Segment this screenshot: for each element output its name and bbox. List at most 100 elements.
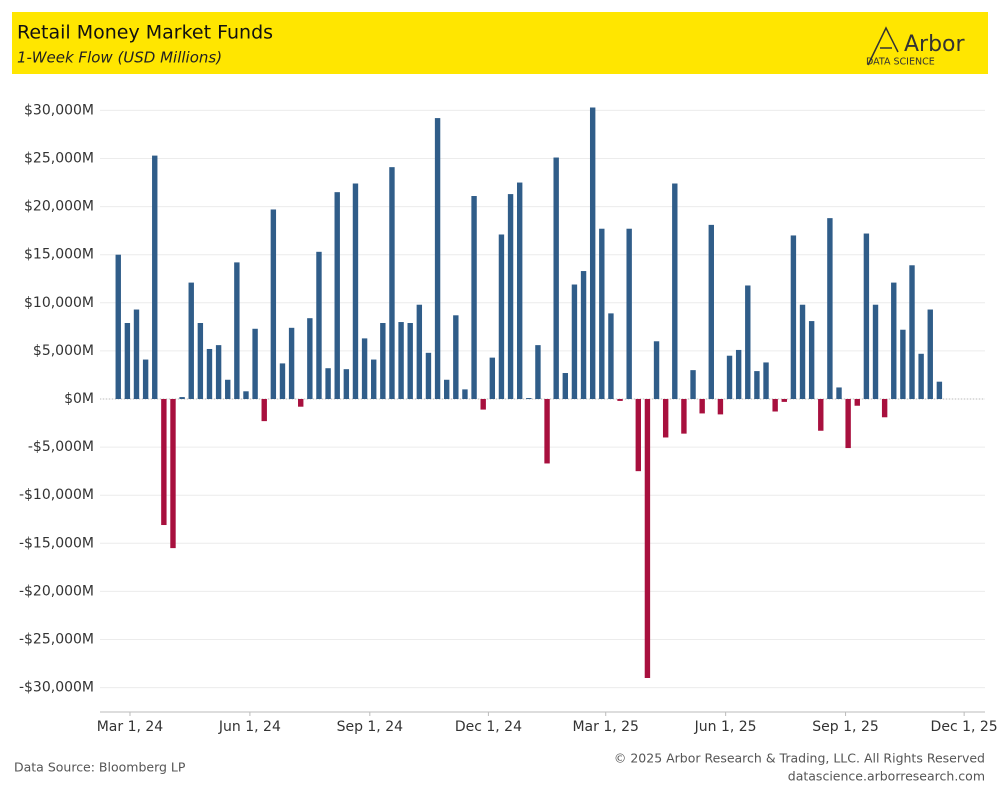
bar	[781, 399, 787, 402]
bar	[918, 353, 924, 399]
x-tick-label: Mar 1, 24	[97, 719, 164, 735]
chart-subtitle: 1-Week Flow (USD Millions)	[17, 49, 222, 67]
bar	[909, 265, 915, 399]
bar	[818, 399, 824, 431]
bar	[717, 399, 724, 415]
bar	[580, 271, 587, 399]
header-band	[12, 12, 988, 74]
bar	[380, 323, 386, 399]
y-tick-label: -$25,000M	[19, 632, 94, 648]
bar	[215, 345, 222, 399]
bar	[927, 309, 933, 399]
source: Data Source: Bloomberg LP	[14, 760, 186, 775]
bar	[690, 370, 696, 399]
bar	[617, 399, 623, 401]
bar	[599, 228, 605, 399]
bar	[170, 399, 176, 549]
bar	[197, 323, 204, 399]
bar	[507, 194, 514, 399]
bar	[261, 399, 267, 422]
bar	[708, 224, 714, 399]
y-tick-label: $0M	[64, 391, 94, 407]
website: datascience.arborresearch.com	[788, 769, 985, 784]
logo-subtitle: DATA SCIENCE	[866, 57, 935, 68]
bar	[672, 183, 678, 399]
chart-title: Retail Money Market Funds	[17, 22, 273, 44]
bar	[626, 228, 632, 399]
bar	[142, 359, 149, 399]
y-tick-label: -$5,000M	[28, 439, 94, 455]
bar	[681, 399, 687, 434]
bar	[845, 399, 851, 449]
bar	[808, 321, 815, 399]
y-tick-label: $15,000M	[24, 247, 94, 263]
x-tick-label: Jun 1, 25	[694, 719, 757, 735]
bar	[270, 209, 277, 399]
bar	[133, 309, 140, 399]
bar	[161, 399, 167, 526]
bar	[799, 304, 806, 399]
x-tick-label: Dec 1, 24	[455, 719, 522, 735]
bar	[434, 118, 441, 399]
bar	[115, 254, 121, 399]
bar	[754, 371, 760, 399]
bar	[243, 391, 249, 399]
bar	[462, 389, 468, 399]
bar	[589, 107, 596, 399]
bar	[234, 262, 240, 399]
bar	[827, 218, 833, 399]
x-tick-label: Sep 1, 24	[337, 719, 404, 735]
y-tick-label: $25,000M	[24, 150, 94, 166]
bar	[900, 329, 906, 399]
bar	[288, 327, 295, 399]
bar	[772, 399, 778, 412]
bar	[489, 357, 496, 399]
bar	[891, 282, 897, 399]
bar	[179, 397, 185, 399]
bar	[763, 362, 769, 399]
copyright: © 2025 Arbor Research & Trading, LLC. Al…	[614, 751, 985, 766]
bar	[389, 167, 395, 399]
bar	[206, 348, 213, 399]
bar	[936, 381, 943, 399]
bar	[635, 399, 641, 472]
logo-mark	[867, 26, 899, 66]
x-tick-label: Sep 1, 25	[812, 719, 878, 735]
y-tick-label: -$10,000M	[19, 487, 94, 503]
bar	[444, 379, 450, 399]
bar	[644, 399, 651, 678]
bar	[699, 399, 705, 414]
bar	[836, 387, 842, 399]
bar	[225, 379, 231, 399]
bar	[425, 352, 432, 399]
y-tick-label: $20,000M	[24, 199, 94, 215]
bar	[371, 359, 377, 399]
bar	[498, 234, 505, 399]
bar	[352, 183, 359, 399]
bar	[124, 323, 131, 399]
bar	[316, 251, 322, 399]
bar	[608, 313, 614, 399]
bar	[526, 398, 532, 399]
bar	[188, 282, 194, 399]
bar	[854, 399, 860, 406]
bar	[343, 369, 350, 399]
bar	[407, 323, 413, 399]
bar	[544, 399, 550, 464]
y-tick-label: $30,000M	[24, 102, 94, 118]
bar	[653, 341, 660, 399]
bar	[252, 328, 258, 399]
bar	[735, 349, 742, 399]
bar	[416, 304, 423, 399]
bar	[152, 155, 158, 399]
y-tick-label: $10,000M	[24, 295, 94, 311]
bar	[325, 368, 331, 399]
bar	[398, 322, 404, 399]
bar	[516, 182, 523, 399]
bar	[571, 284, 578, 399]
x-tick-label: Dec 1, 25	[931, 719, 998, 735]
bar	[863, 233, 870, 399]
bar	[726, 355, 733, 399]
bar	[872, 304, 879, 399]
